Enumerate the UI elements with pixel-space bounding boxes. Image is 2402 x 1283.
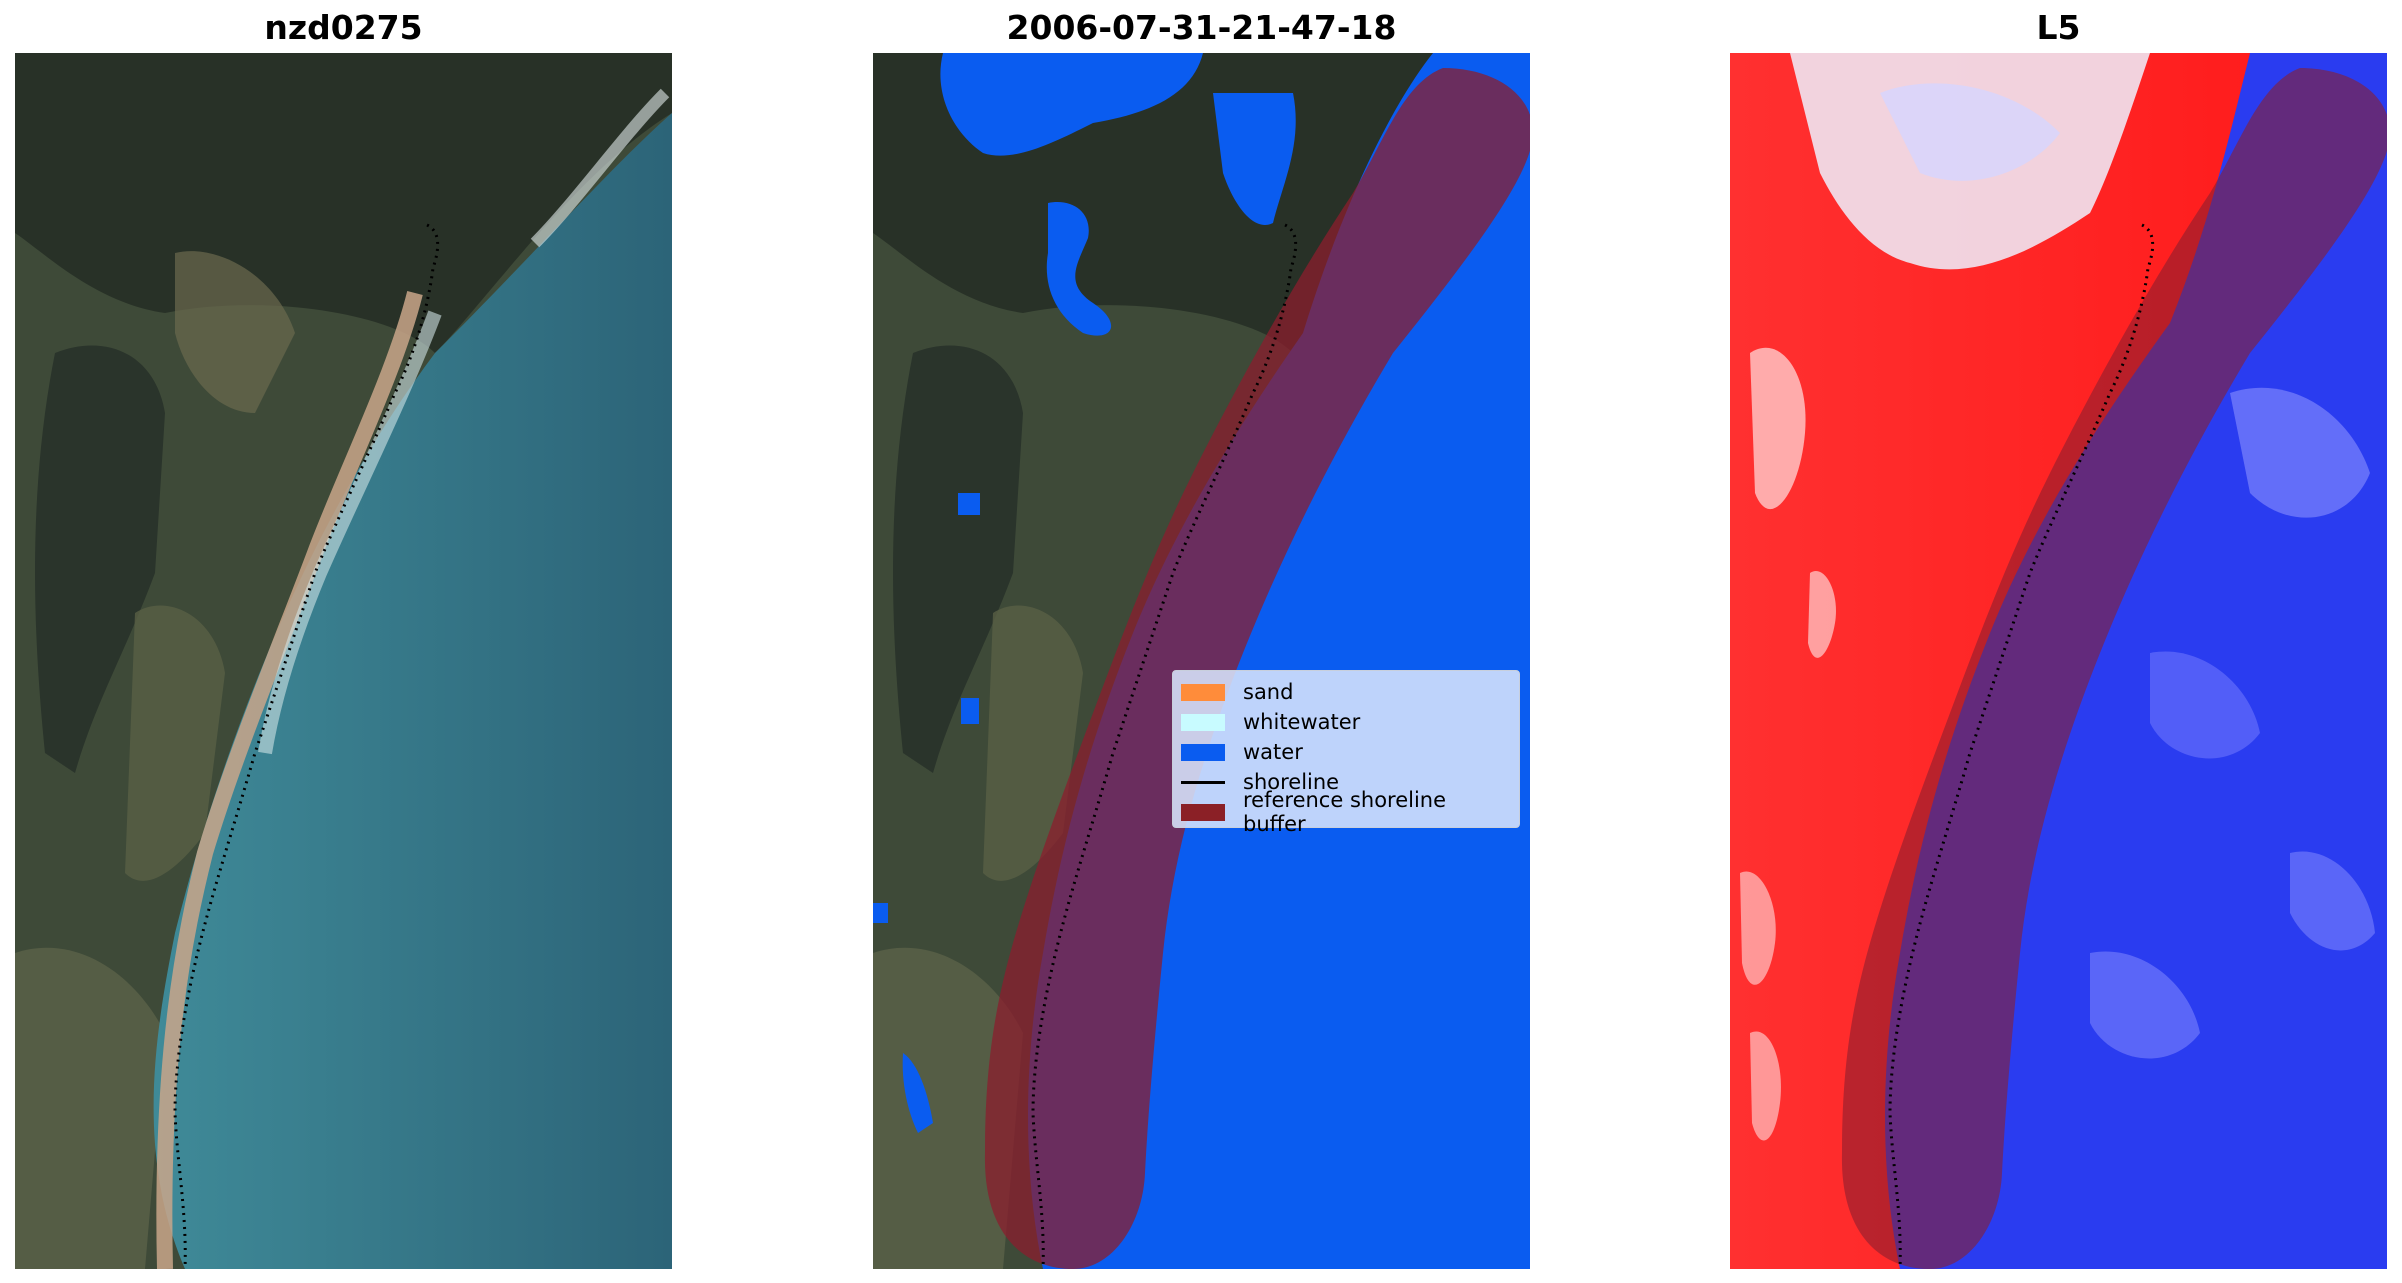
panel-title-index: L5 — [2036, 8, 2081, 47]
shoreline-line-swatch — [1181, 780, 1225, 784]
legend-item-water: water — [1181, 737, 1511, 767]
beach-strip — [156, 291, 423, 1269]
sand-swatch — [1181, 683, 1225, 701]
legend-label: sand — [1243, 680, 1294, 704]
index-map-panel — [1730, 53, 2387, 1269]
shoreline-trace — [1888, 223, 2155, 1269]
legend: sand whitewater water shoreline referenc… — [1172, 670, 1520, 836]
rgb-image-panel — [15, 53, 672, 1269]
sea-area — [153, 113, 672, 1269]
surf-zone — [258, 310, 442, 755]
buffer-swatch — [1181, 803, 1225, 821]
legend-label: water — [1243, 740, 1303, 764]
legend-item-shoreline: shoreline — [1181, 767, 1511, 797]
shoreline-trace — [173, 223, 440, 1269]
legend-item-whitewater: whitewater — [1181, 707, 1511, 737]
panel-title-classified: 2006-07-31-21-47-18 — [1006, 8, 1397, 47]
legend-item-sand: sand — [1181, 677, 1511, 707]
rgb-image — [15, 53, 672, 1269]
legend-item-buffer: reference shoreline buffer — [1181, 788, 1511, 836]
legend-label: shoreline — [1243, 770, 1340, 794]
legend-label: whitewater — [1243, 710, 1361, 734]
reference-shoreline-buffer — [1841, 68, 2387, 1269]
index-map — [1730, 53, 2387, 1269]
legend-label: reference shoreline buffer — [1243, 788, 1447, 836]
panel-title-rgb: nzd0275 — [264, 8, 423, 47]
reference-shoreline-buffer — [984, 68, 1530, 1269]
water-swatch — [1181, 743, 1225, 761]
classified-image — [873, 53, 1530, 1269]
whitewater-swatch — [1181, 713, 1225, 731]
shoreline-trace — [1031, 223, 1298, 1269]
classified-image-panel — [873, 53, 1530, 1269]
